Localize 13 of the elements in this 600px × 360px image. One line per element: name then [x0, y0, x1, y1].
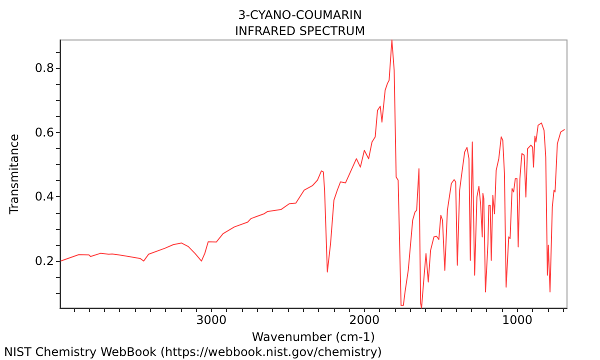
x-tick-label: 3000	[196, 313, 227, 327]
text: NIST Chemistry WebBook (https://webbook.nist.gov/chemistry)	[4, 345, 382, 359]
y-axis-title: Transmitance	[7, 134, 21, 216]
y-tick-label: 0.2	[34, 254, 54, 268]
chart-title: 3-CYANO-COUMARIN	[238, 8, 362, 22]
y-tick-label: 0.6	[34, 125, 54, 140]
y-tick-label: 0.4	[34, 190, 54, 204]
x-tick-label: 1000	[502, 313, 533, 327]
y-tick-label: 0.8	[34, 60, 54, 75]
x-axis-title: Wavenumber (cm-1)	[252, 330, 376, 344]
x-tick-label: 2000	[349, 313, 380, 327]
line-series	[60, 40, 566, 308]
chart-subtitle: INFRARED SPECTRUM	[234, 24, 366, 38]
